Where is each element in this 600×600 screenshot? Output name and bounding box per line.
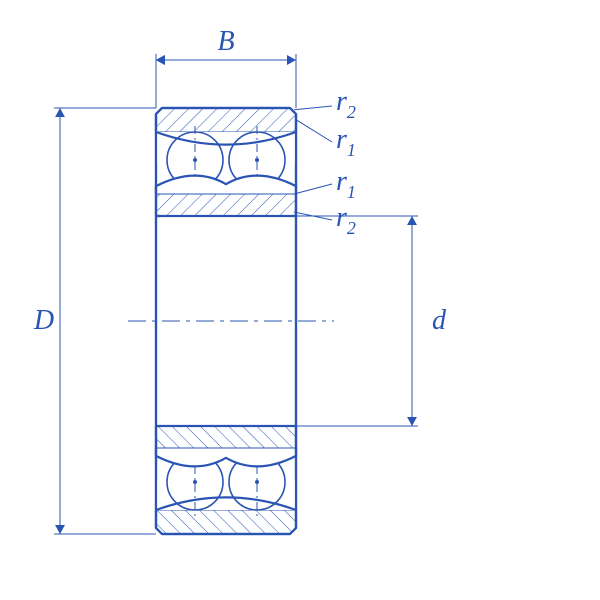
dim-d-label: d [432, 305, 447, 336]
bearing-cross-section: BDdr2r1r1r2 [0, 0, 600, 600]
dim-r1-outer-label: r1 [336, 124, 356, 160]
dim-B-label: B [217, 26, 234, 57]
dim-D-label: D [33, 305, 54, 336]
dim-r2-inner-label: r2 [336, 202, 356, 238]
dim-r1-inner-label: r1 [336, 166, 356, 202]
dim-r2-outer-label: r2 [336, 86, 356, 122]
